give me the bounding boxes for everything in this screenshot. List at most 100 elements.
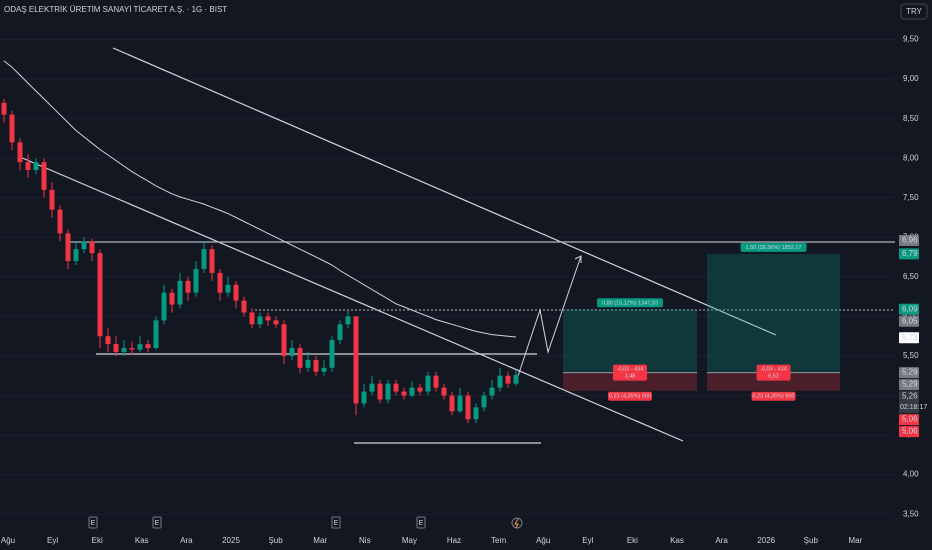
entry-tag: [756, 364, 791, 381]
x-tick-label: Eki: [92, 536, 103, 545]
event-label: E: [155, 520, 160, 527]
candle-body: [345, 316, 351, 325]
x-tick-label: Şub: [804, 536, 819, 545]
currency-button[interactable]: TRY: [900, 3, 928, 20]
candle-body: [281, 324, 287, 356]
profit-label: 1,50 (28,36%) 1852,17: [746, 245, 802, 251]
price-tag: [899, 248, 919, 260]
stop-tag: [608, 391, 652, 401]
candle-body: [409, 387, 415, 396]
candle-body: [33, 162, 39, 171]
event-box: [416, 516, 426, 529]
candle-body: [289, 348, 295, 356]
x-tick-label: Ağu: [536, 536, 550, 545]
candle-body: [313, 359, 319, 372]
currency-box[interactable]: [900, 3, 928, 20]
profit-tag: [740, 242, 807, 252]
price-tags: 6,96 6,79 6,09 6,05 5,73 5,29 5,29 5,26 02:18:17…: [899, 234, 927, 438]
event-label: E: [91, 520, 96, 527]
entry-label: -0,03 - 434: [617, 367, 644, 373]
y-tick-label: 7,50: [903, 193, 919, 202]
price-tag: [899, 414, 919, 426]
stop-label: 0,23 (4,35%) 900: [609, 394, 651, 400]
positions: 0,80 (15,12%) 1347,83-0,03 - 4343,480,23…: [563, 242, 840, 401]
x-tick-label: 2026: [757, 536, 775, 545]
currency-label[interactable]: TRY: [906, 7, 923, 16]
candle-body: [97, 253, 103, 337]
projection-arrow: [517, 255, 582, 377]
candle-body: [465, 395, 471, 420]
price-tag-label: 5,29: [902, 368, 918, 377]
trend-line: [19, 156, 684, 442]
candle-body: [433, 375, 439, 388]
candle-body: [353, 316, 359, 404]
candle-body: [505, 375, 511, 384]
price-tag-label: 6,79: [902, 249, 918, 258]
candle-body: [113, 344, 119, 353]
price-tag: [899, 303, 919, 315]
candle-body: [217, 272, 223, 293]
profit-zone: [707, 253, 840, 373]
price-tag-label: 5,06: [902, 415, 918, 424]
plot: [1, 60, 519, 424]
x-tick-label: Tem: [491, 536, 506, 545]
price-tag: [899, 315, 919, 327]
candle-body: [481, 395, 487, 408]
candle-body: [193, 268, 199, 293]
y-tick-label: 8,50: [903, 114, 919, 123]
profit-tag: [597, 298, 663, 308]
candle-body: [473, 407, 479, 420]
entry-tag: [613, 364, 647, 381]
x-tick-label: Eyl: [47, 536, 58, 545]
icon-circle: [511, 517, 523, 529]
y-tick-label: 9,00: [903, 74, 919, 83]
candle-body: [41, 162, 47, 190]
trend-line: [112, 47, 777, 336]
candle-body: [121, 348, 127, 353]
candle-body: [57, 209, 63, 234]
candle-body: [65, 233, 71, 262]
y-tick-label: 4,00: [903, 470, 919, 479]
x-tick-label: 2025: [222, 536, 240, 545]
x-tick-label: Şub: [268, 536, 283, 545]
candle-body: [225, 284, 231, 293]
candle-body: [89, 241, 95, 254]
candle-body: [249, 312, 255, 325]
loss-zone: [707, 372, 840, 391]
candle-body: [297, 348, 303, 368]
price-tag-label: 5,29: [902, 380, 918, 389]
candle-body: [489, 387, 495, 396]
candle-body: [377, 383, 383, 400]
price-tag-label: 5,26: [902, 392, 918, 401]
candle-body: [73, 249, 79, 262]
x-tick-label: Mar: [849, 536, 863, 545]
price-tag-label: 5,73: [902, 333, 918, 342]
x-tick-label: Ağu: [1, 536, 15, 545]
candle-body: [241, 300, 247, 313]
y-tick-label: 3,50: [903, 509, 919, 518]
candle-body: [49, 189, 55, 210]
countdown: 02:18:17: [900, 404, 927, 411]
profit-label: 0,80 (15,12%) 1347,83: [602, 300, 658, 306]
price-tag-label: 6,09: [902, 304, 918, 313]
candle-body: [177, 280, 183, 305]
candle-body: [185, 280, 191, 293]
x-tick-label: Ara: [715, 536, 728, 545]
price-tag: [899, 426, 919, 438]
candle-body: [441, 387, 447, 396]
candle-body: [265, 316, 271, 321]
loss-zone: [563, 372, 697, 391]
candle-body: [425, 375, 431, 392]
stop-label: 0,23 (4,35%) 900: [752, 394, 794, 400]
event-label: E: [419, 520, 424, 527]
x-tick-label: Haz: [447, 536, 461, 545]
icon-bolt: [514, 518, 519, 529]
price-tag-label: 6,05: [902, 316, 918, 325]
candle-body: [417, 387, 423, 392]
price-tag: [899, 391, 919, 414]
candle-body: [337, 324, 343, 341]
x-tick-label: Ara: [180, 536, 193, 545]
candle-body: [169, 292, 175, 305]
